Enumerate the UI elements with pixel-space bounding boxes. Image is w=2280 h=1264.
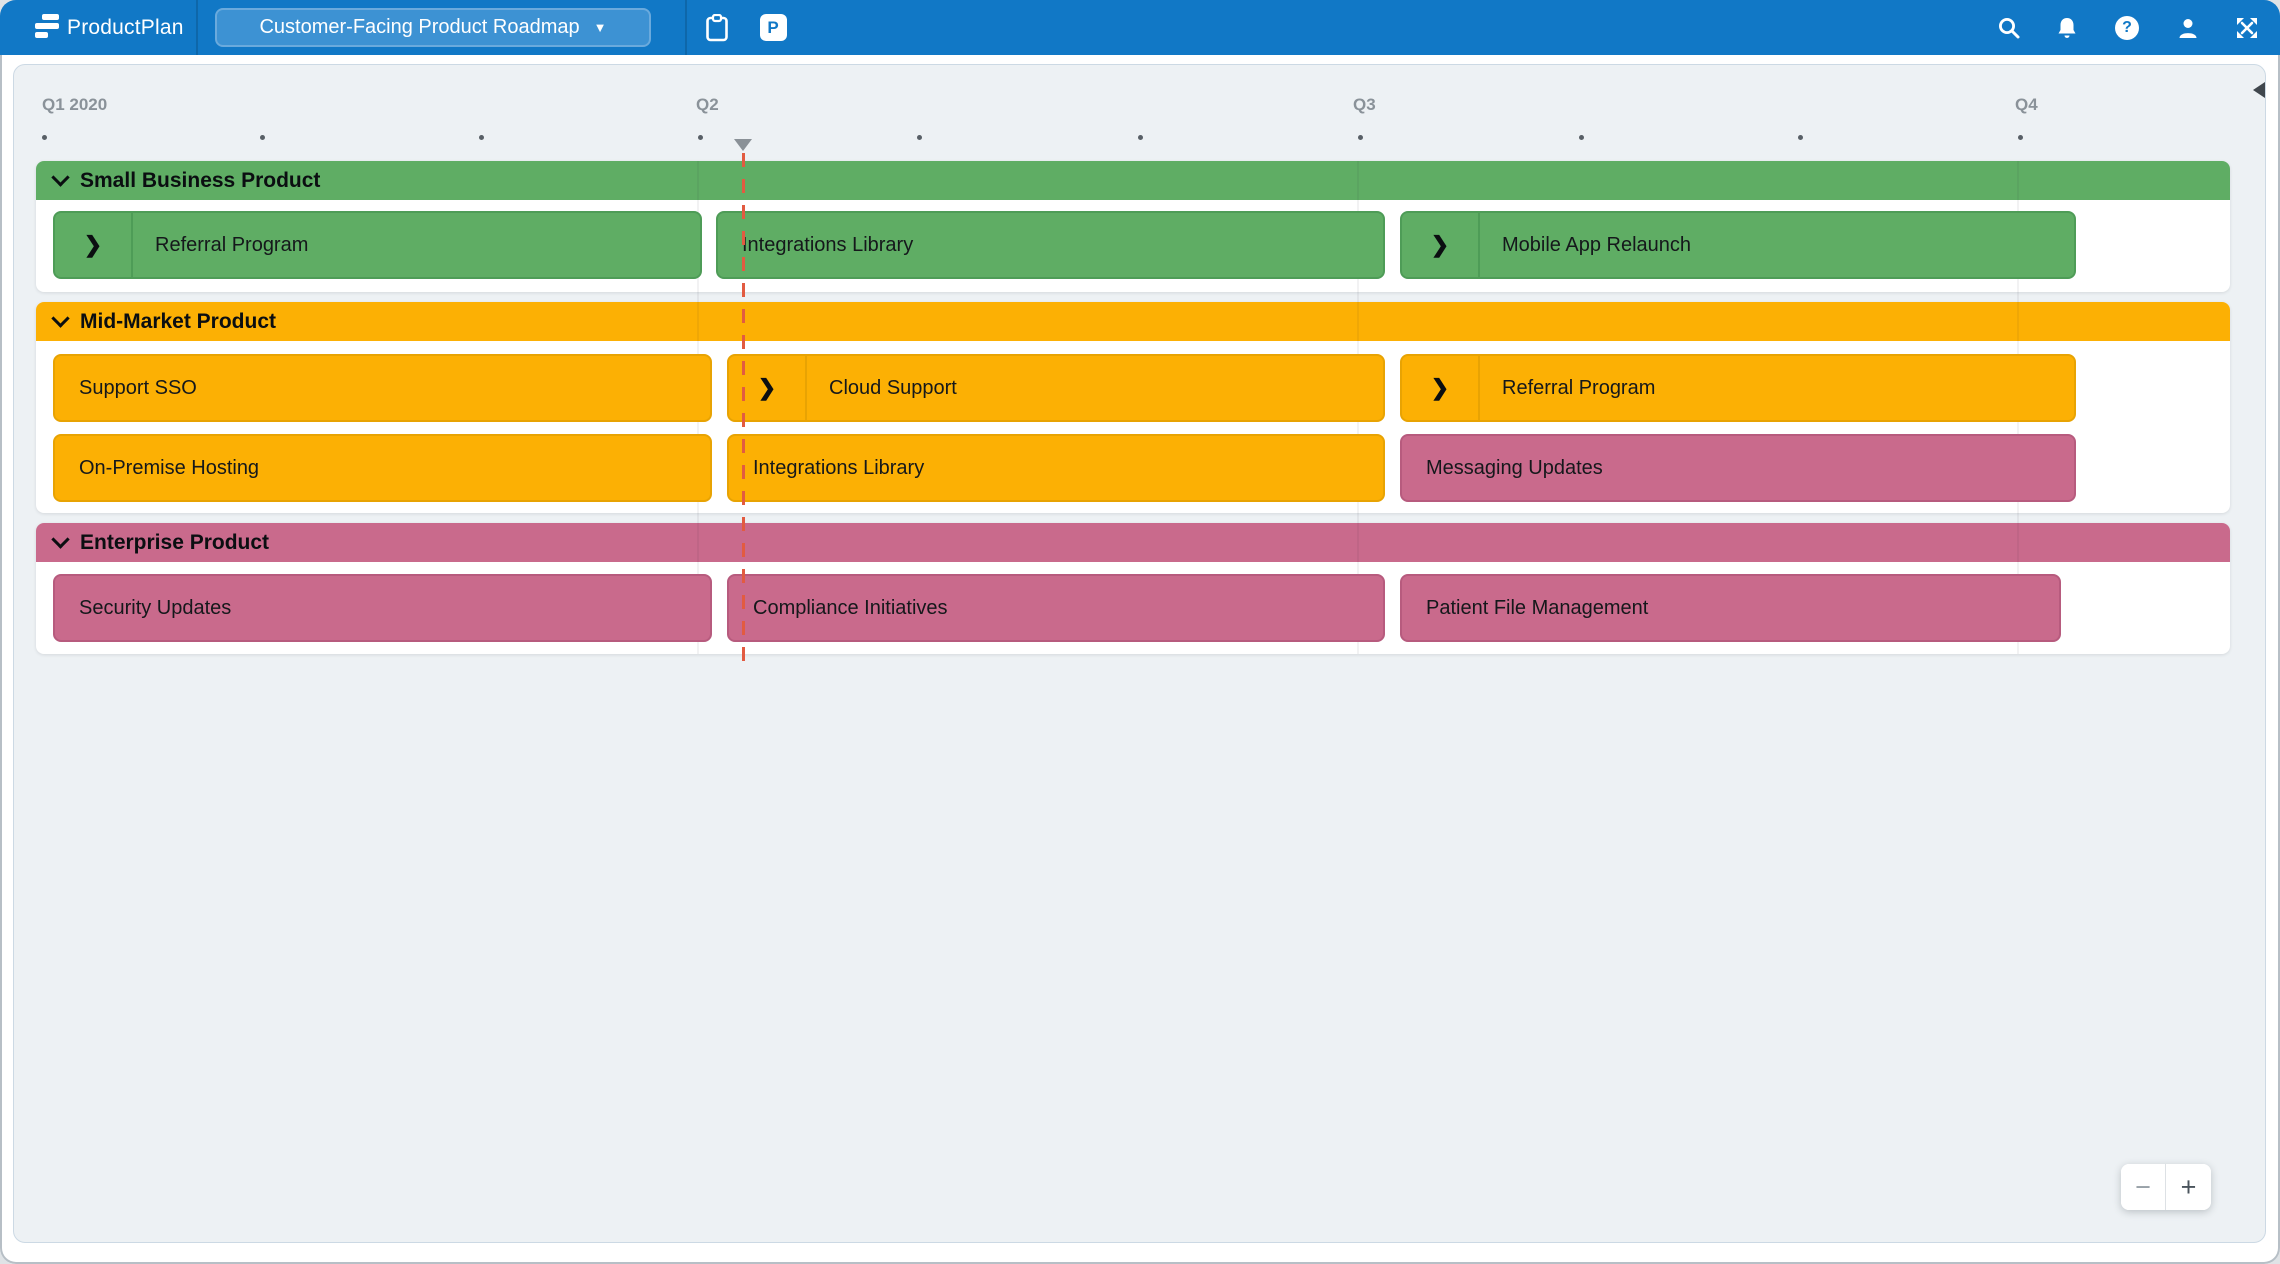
month-tick-dot (42, 135, 47, 140)
roadmap-bar[interactable]: Security Updates (53, 574, 712, 642)
bar-label: Mobile App Relaunch (1502, 233, 1692, 256)
bar-label: Integrations Library (753, 456, 925, 479)
bar-label: Integrations Library (742, 233, 914, 256)
zoom-out-button[interactable]: − (2121, 1164, 2166, 1210)
chevron-down-icon (51, 168, 70, 187)
roadmap-selector-label: Customer-Facing Product Roadmap (259, 16, 580, 38)
roadmap-bar[interactable]: Support SSO (53, 354, 712, 422)
month-tick-dot (1358, 135, 1363, 140)
roadmap-bar[interactable]: Messaging Updates (1400, 434, 2076, 502)
roadmap-bar[interactable]: Integrations Library (716, 211, 1385, 279)
today-line (742, 153, 745, 663)
roadmap-bar[interactable]: ❯ Referral Program (1400, 354, 2076, 422)
bar-label: Referral Program (1502, 376, 1656, 399)
container-chevron-icon[interactable]: ❯ (729, 356, 807, 420)
zoom-controls: − + (2121, 1164, 2211, 1210)
roadmap-bar[interactable]: Integrations Library (727, 434, 1385, 502)
roadmap-selector-dropdown[interactable]: Customer-Facing Product Roadmap ▼ (215, 8, 651, 47)
fullscreen-expand-icon[interactable] (2232, 0, 2262, 55)
month-tick-dot (1798, 135, 1803, 140)
bar-label: Referral Program (155, 233, 309, 256)
search-icon[interactable] (1994, 0, 2024, 55)
container-chevron-icon[interactable]: ❯ (55, 213, 133, 277)
today-marker-icon (734, 139, 752, 151)
quarter-label: Q3 (1353, 95, 1376, 114)
bar-label: On-Premise Hosting (79, 456, 260, 479)
quarter-label: Q2 (696, 95, 719, 114)
bar-label: Messaging Updates (1426, 456, 1603, 479)
chevron-down-icon: ▼ (593, 20, 607, 35)
lane-header[interactable]: Small Business Product (36, 161, 2230, 200)
roadmap-bar[interactable]: Patient File Management (1400, 574, 2061, 642)
quarter-label: Q1 2020 (42, 95, 108, 114)
topbar-divider (685, 0, 687, 55)
container-chevron-icon[interactable]: ❯ (1402, 213, 1480, 277)
month-tick-dot (917, 135, 922, 140)
notifications-bell-icon[interactable] (2052, 0, 2082, 55)
lane-title: Mid-Market Product (80, 309, 277, 333)
bar-label: Security Updates (79, 596, 232, 619)
zoom-in-button[interactable]: + (2166, 1164, 2211, 1210)
brand-name: ProductPlan (67, 15, 184, 39)
productplan-logo-icon[interactable] (35, 13, 59, 41)
quarter-label: Q4 (2015, 95, 2038, 114)
lane-title: Enterprise Product (80, 530, 270, 554)
bar-label: Support SSO (79, 376, 197, 399)
roadmap-bar[interactable]: On-Premise Hosting (53, 434, 712, 502)
month-tick-dot (1579, 135, 1584, 140)
month-tick-dot (1138, 135, 1143, 140)
bar-label: Cloud Support (829, 376, 957, 399)
roadmap-canvas[interactable]: Q1 2020 Q2 Q3 Q4 Small Business Product ❯ Refe… (13, 64, 2266, 1243)
chevron-down-icon (51, 309, 70, 328)
help-icon[interactable]: ? (2112, 0, 2142, 55)
month-tick-dot (2018, 135, 2023, 140)
month-tick-dot (260, 135, 265, 140)
lane-header[interactable]: Enterprise Product (36, 523, 2230, 562)
chevron-down-icon (51, 530, 70, 549)
month-tick-dot (698, 135, 703, 140)
topbar-divider (196, 0, 198, 55)
bar-label: Compliance Initiatives (753, 596, 948, 619)
container-chevron-icon[interactable]: ❯ (1402, 356, 1480, 420)
roadmap-bar[interactable]: Compliance Initiatives (727, 574, 1385, 642)
lane-title: Small Business Product (80, 168, 321, 192)
p-board-icon[interactable]: P (758, 0, 788, 55)
month-tick-dot (479, 135, 484, 140)
lane-header[interactable]: Mid-Market Product (36, 302, 2230, 341)
user-account-icon[interactable] (2173, 0, 2203, 55)
roadmap-bar[interactable]: ❯ Mobile App Relaunch (1400, 211, 2076, 279)
top-bar: ProductPlan Customer-Facing Product Road… (0, 0, 2280, 55)
clipboard-icon[interactable] (702, 0, 732, 55)
roadmap-bar[interactable]: ❯ Cloud Support (727, 354, 1385, 422)
roadmap-bar[interactable]: ❯ Referral Program (53, 211, 702, 279)
bar-label: Patient File Management (1426, 596, 1649, 619)
collapse-sidebar-arrow-icon[interactable] (2253, 82, 2265, 98)
